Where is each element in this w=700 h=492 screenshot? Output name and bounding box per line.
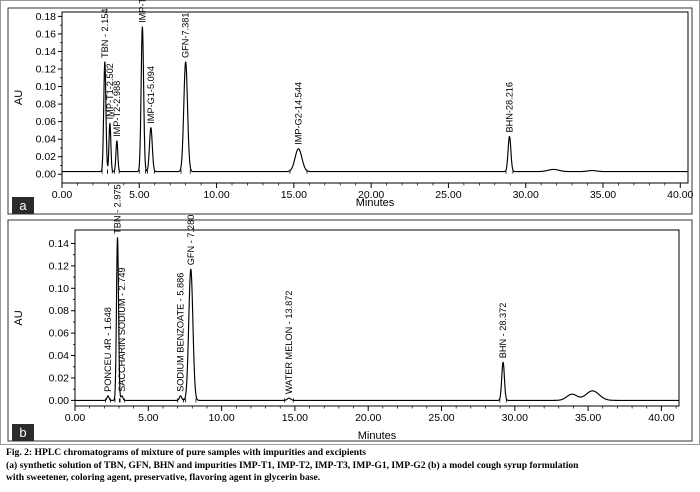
x-tick-label: 15.00 (282, 412, 308, 424)
figure-caption: Fig. 2: HPLC chromatograms of mixture of… (6, 447, 696, 485)
y-tick-label: 0.08 (49, 305, 70, 317)
peak-label: IMP-G1-5.094 (146, 66, 156, 124)
x-tick-label: 25.00 (435, 189, 461, 201)
x-axis-label: Minutes (358, 430, 397, 442)
y-tick-label: 0.06 (36, 116, 57, 128)
panel-frame (7, 7, 693, 215)
peak-label: SACCHARIN SODIUM - 2.749 (117, 267, 127, 392)
x-tick-label: 40.00 (648, 412, 674, 424)
y-tick-label: 0.14 (49, 238, 70, 250)
panel-label-box (12, 424, 34, 441)
y-axis-label: AU (13, 90, 25, 105)
y-tick-label: 0.00 (49, 395, 70, 407)
y-axis-label: AU (13, 310, 25, 325)
y-tick-label: 0.08 (36, 99, 57, 111)
y-tick-label: 0.02 (36, 151, 57, 163)
x-tick-label: 30.00 (502, 412, 528, 424)
y-tick-label: 0.14 (36, 46, 57, 58)
x-axis-label: Minutes (356, 197, 395, 209)
x-tick-label: 5.00 (129, 189, 150, 201)
plot-area (61, 11, 689, 184)
y-tick-label: 0.02 (49, 372, 70, 384)
plot-area (74, 229, 680, 407)
x-tick-label: 0.00 (65, 412, 86, 424)
y-tick-label: 0.18 (36, 11, 57, 23)
x-tick-label: 15.00 (281, 189, 307, 201)
peak-label: IMP-T2-2.988 (112, 81, 122, 137)
peak-label: TBN - 2.975 (113, 184, 123, 234)
y-tick-label: 0.12 (36, 64, 57, 76)
x-tick-label: 40.00 (667, 189, 693, 201)
x-tick-label: 30.00 (513, 189, 539, 201)
chromatogram-figure: 0.00 0.02 0.04 0.06 0.08 0.10 0.12 0.14 0.16 0.18… (0, 0, 700, 445)
chromatogram-panel-a: 0.00 0.02 0.04 0.06 0.08 0.10 0.12 0.14 0.16 0.18… (7, 0, 694, 215)
y-tick-label: 0.16 (36, 28, 57, 40)
panel-label: a (19, 198, 27, 213)
x-tick-label: 0.00 (52, 189, 73, 201)
panel-label: b (19, 425, 26, 440)
caption-line-2: with sweetener, coloring agent, preserva… (6, 472, 321, 484)
x-tick-label: 5.00 (138, 412, 159, 424)
y-tick-label: 0.04 (49, 350, 70, 362)
x-tick-label: 10.00 (203, 189, 229, 201)
y-tick-label: 0.04 (36, 134, 57, 146)
y-tick-label: 0.00 (36, 169, 57, 181)
peak-label: GFN - 7.280 (186, 215, 196, 266)
caption-title: Fig. 2: HPLC chromatograms of mixture of… (6, 447, 367, 458)
peak-label: GFN-7.381 (181, 13, 191, 58)
y-tick-label: 0.12 (49, 260, 70, 272)
peak-label: SODIUM BENZOATE - 5.886 (176, 273, 186, 392)
peak-label: BHN-28.216 (504, 82, 514, 133)
peak-label: IMP-T3-4.965 (137, 0, 147, 23)
chromatogram-panel-b: 0.00 0.02 0.04 0.06 0.08 0.10 0.12 0.14 0.00 5.00… (7, 184, 693, 442)
chromatogram-trace (74, 237, 680, 401)
panel-label-box (12, 197, 34, 214)
chromatogram-trace (61, 26, 689, 173)
x-tick-label: 10.00 (208, 412, 234, 424)
y-tick-label: 0.10 (49, 283, 70, 295)
x-tick-label: 35.00 (590, 189, 616, 201)
x-tick-label: 25.00 (428, 412, 454, 424)
peak-label: BHN - 28.372 (498, 303, 508, 359)
peak-label: PONCEU 4R - 1.648 (103, 307, 113, 392)
peak-label: IMP-G2-14.544 (293, 82, 303, 145)
x-tick-label: 20.00 (355, 412, 381, 424)
peak-label: TBN - 2.154 (100, 8, 110, 58)
y-tick-label: 0.10 (36, 81, 57, 93)
panel-frame (7, 219, 693, 442)
peak-label: WATER MELON - 13.872 (284, 291, 294, 395)
x-tick-label: 20.00 (358, 189, 384, 201)
caption-line-1: (a) synthetic solution of TBN, GFN, BHN … (6, 459, 579, 471)
x-tick-label: 35.00 (575, 412, 601, 424)
peak-label: IMP-T1-2.502 (105, 63, 115, 119)
y-tick-label: 0.06 (49, 328, 70, 340)
